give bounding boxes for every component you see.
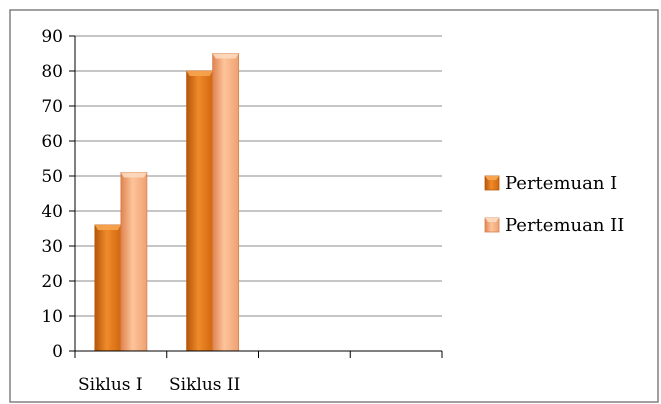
y-tick-label: 70 xyxy=(41,97,63,117)
x-tick-labels: Siklus I Siklus II xyxy=(78,375,240,395)
bars xyxy=(94,53,240,352)
y-tick-label: 90 xyxy=(41,27,63,47)
bar-pertemuan-i-1 xyxy=(186,70,214,352)
y-tick-label: 50 xyxy=(41,167,63,187)
y-tick-labels: 0 10 20 30 40 50 60 70 80 90 xyxy=(41,27,63,362)
y-tick-label: 20 xyxy=(41,272,63,292)
bar-pertemuan-ii-1 xyxy=(212,53,240,352)
y-tick-label: 40 xyxy=(41,202,63,222)
y-tick-label: 10 xyxy=(41,307,63,327)
legend-item-pertemuan-i: Pertemuan I xyxy=(484,173,617,194)
y-tick-label: 0 xyxy=(52,342,63,362)
y-tick-label: 60 xyxy=(41,132,63,152)
bar-pertemuan-ii-0 xyxy=(120,172,148,352)
x-tick-label: Siklus II xyxy=(169,375,240,395)
y-tick-label: 30 xyxy=(41,237,63,257)
legend-label: Pertemuan I xyxy=(505,173,617,194)
legend-label: Pertemuan II xyxy=(505,215,624,236)
x-tick-label: Siklus I xyxy=(78,375,143,395)
axes xyxy=(69,35,443,358)
y-tick-label: 80 xyxy=(41,62,63,82)
bar-pertemuan-i-0 xyxy=(94,224,122,352)
legend-item-pertemuan-ii: Pertemuan II xyxy=(484,215,624,236)
legend: Pertemuan I Pertemuan II xyxy=(484,173,624,236)
